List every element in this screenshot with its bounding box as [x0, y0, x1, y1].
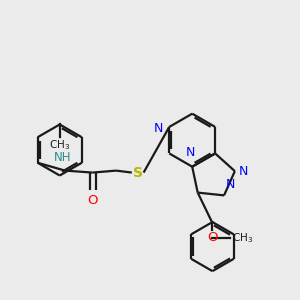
Text: N: N [154, 122, 164, 135]
Text: N: N [226, 178, 236, 191]
Text: S: S [133, 166, 143, 180]
Text: NH: NH [54, 151, 72, 164]
Text: O: O [87, 194, 98, 207]
Text: CH$_3$: CH$_3$ [49, 138, 70, 152]
Text: N: N [239, 165, 248, 178]
Text: N: N [186, 146, 195, 159]
Text: O: O [207, 231, 218, 244]
Text: CH$_3$: CH$_3$ [232, 231, 253, 245]
